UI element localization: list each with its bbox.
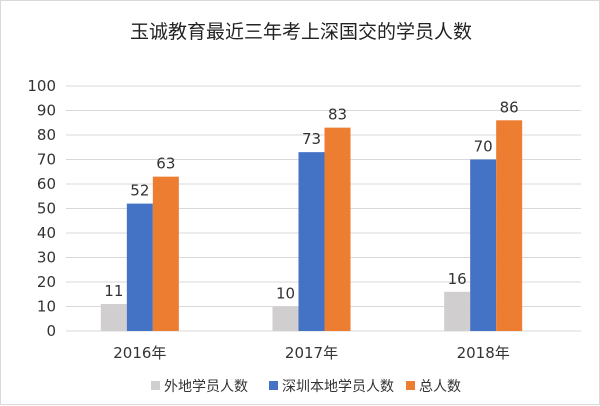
legend-swatch [151, 381, 160, 390]
legend-item: 深圳本地学员人数 [269, 379, 394, 395]
y-axis-ticks: 0 10 20 30 40 50 60 70 80 90 100 [27, 77, 56, 340]
y-tick-label: 60 [37, 175, 56, 193]
y-tick-label: 100 [27, 77, 56, 95]
bar [444, 291, 471, 331]
bar [126, 203, 153, 331]
bar [100, 304, 127, 331]
y-tick-label: 70 [37, 151, 56, 169]
bar [272, 306, 299, 331]
data-label: 52 [130, 182, 149, 200]
y-tick-label: 50 [37, 200, 56, 218]
legend-label: 外地学员人数 [164, 379, 248, 395]
legend-item: 总人数 [406, 379, 461, 395]
bar [324, 127, 351, 332]
data-label: 11 [104, 282, 123, 300]
legend-label: 总人数 [419, 379, 461, 395]
data-label: 10 [276, 285, 295, 303]
data-label: 86 [500, 98, 519, 116]
legend: 外地学员人数 深圳本地学员人数 总人数 [151, 379, 461, 395]
data-label: 73 [302, 130, 321, 148]
data-label: 16 [448, 270, 467, 288]
x-axis-categories: 2016年 2017年 2018年 [113, 344, 510, 362]
data-label: 83 [328, 106, 347, 124]
bar [298, 152, 325, 331]
bar [152, 176, 179, 331]
y-tick-label: 40 [37, 224, 56, 242]
legend-item: 外地学员人数 [151, 379, 248, 395]
legend-label: 深圳本地学员人数 [282, 379, 394, 395]
data-label: 63 [156, 155, 175, 173]
x-category-label: 2018年 [457, 344, 510, 362]
y-tick-label: 80 [37, 126, 56, 144]
x-category-label: 2017年 [285, 344, 338, 362]
bar [470, 159, 497, 331]
chart-title: 玉诚教育最近三年考上深国交的学员人数 [130, 21, 472, 43]
y-tick-label: 10 [37, 298, 56, 316]
legend-swatch [406, 381, 415, 390]
bar [496, 120, 523, 331]
data-labels: 11 52 63 10 73 83 16 70 86 [104, 98, 518, 302]
data-label: 70 [474, 138, 493, 156]
bars [100, 120, 523, 332]
y-tick-label: 90 [37, 102, 56, 120]
y-tick-label: 30 [37, 249, 56, 267]
y-tick-label: 0 [46, 322, 56, 340]
y-tick-label: 20 [37, 273, 56, 291]
x-category-label: 2016年 [113, 344, 166, 362]
legend-swatch [269, 381, 278, 390]
